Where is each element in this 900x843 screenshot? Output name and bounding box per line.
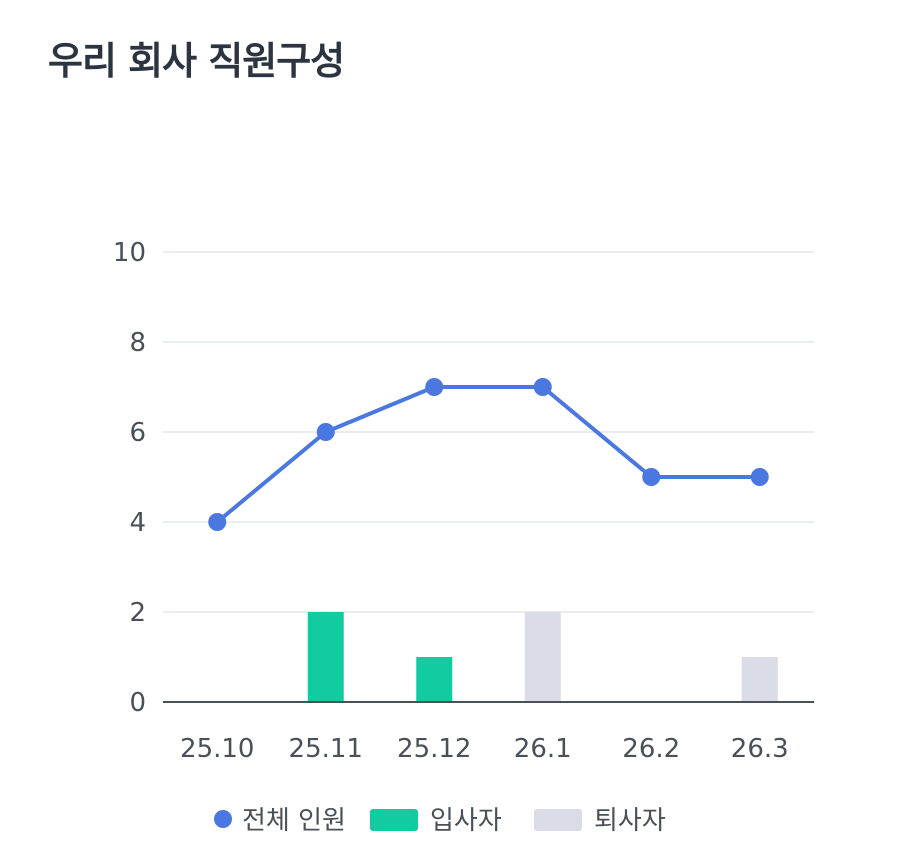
legend-label: 퇴사자 (594, 806, 666, 836)
legend-marker-swatch (370, 809, 418, 831)
x-tick-label: 26.1 (514, 734, 572, 764)
x-tick-label: 25.12 (397, 734, 471, 764)
x-tick-label: 26.2 (622, 734, 680, 764)
data-point[interactable] (533, 378, 552, 396)
bar-퇴사자 (524, 612, 561, 702)
legend-label: 입사자 (430, 806, 502, 836)
legend[interactable]: 전체 인원 입사자 퇴사자 (214, 806, 666, 836)
legend-item[interactable]: 퇴사자 (534, 806, 666, 836)
bar-퇴사자 (741, 657, 778, 702)
legend-marker-dot (214, 810, 232, 828)
grid-lines (163, 251, 814, 613)
data-point[interactable] (750, 468, 769, 486)
x-tick-label: 25.10 (180, 734, 254, 764)
data-point[interactable] (208, 513, 227, 531)
data-point[interactable] (316, 423, 335, 441)
legend-marker-swatch (534, 809, 582, 831)
y-tick-label: 8 (129, 328, 146, 358)
page-title: 우리 회사 직원구성 (48, 39, 345, 83)
bar-series (307, 612, 778, 702)
bar-입사자 (416, 657, 453, 702)
y-tick-label: 6 (129, 418, 146, 448)
x-tick-label: 26.3 (731, 734, 789, 764)
x-tick-label: 25.11 (289, 734, 363, 764)
bar-입사자 (307, 612, 344, 702)
y-axis-ticks: 0 2 4 6 8 10 (113, 238, 146, 718)
y-tick-label: 2 (129, 598, 146, 628)
legend-label: 전체 인원 (242, 806, 346, 836)
legend-item[interactable]: 전체 인원 (214, 806, 346, 836)
line-series (208, 378, 769, 531)
y-tick-label: 10 (113, 238, 146, 268)
line-전체 인원 (215, 385, 762, 524)
y-tick-label: 4 (129, 508, 146, 538)
x-axis-ticks: 25.10 25.11 25.12 26.1 26.2 26.3 (180, 734, 789, 764)
y-tick-label: 0 (129, 688, 146, 718)
data-point[interactable] (425, 378, 444, 396)
data-point[interactable] (642, 468, 661, 486)
legend-item[interactable]: 입사자 (370, 806, 502, 836)
